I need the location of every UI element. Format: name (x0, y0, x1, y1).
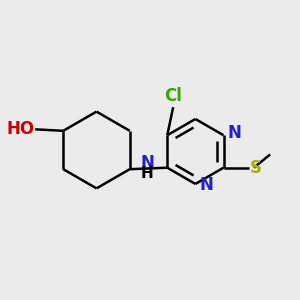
Text: N: N (200, 176, 214, 194)
Text: N: N (140, 154, 154, 172)
Text: HO: HO (7, 120, 34, 138)
Text: N: N (228, 124, 242, 142)
Text: H: H (141, 166, 153, 181)
Text: Cl: Cl (164, 87, 182, 105)
Text: S: S (250, 159, 262, 177)
